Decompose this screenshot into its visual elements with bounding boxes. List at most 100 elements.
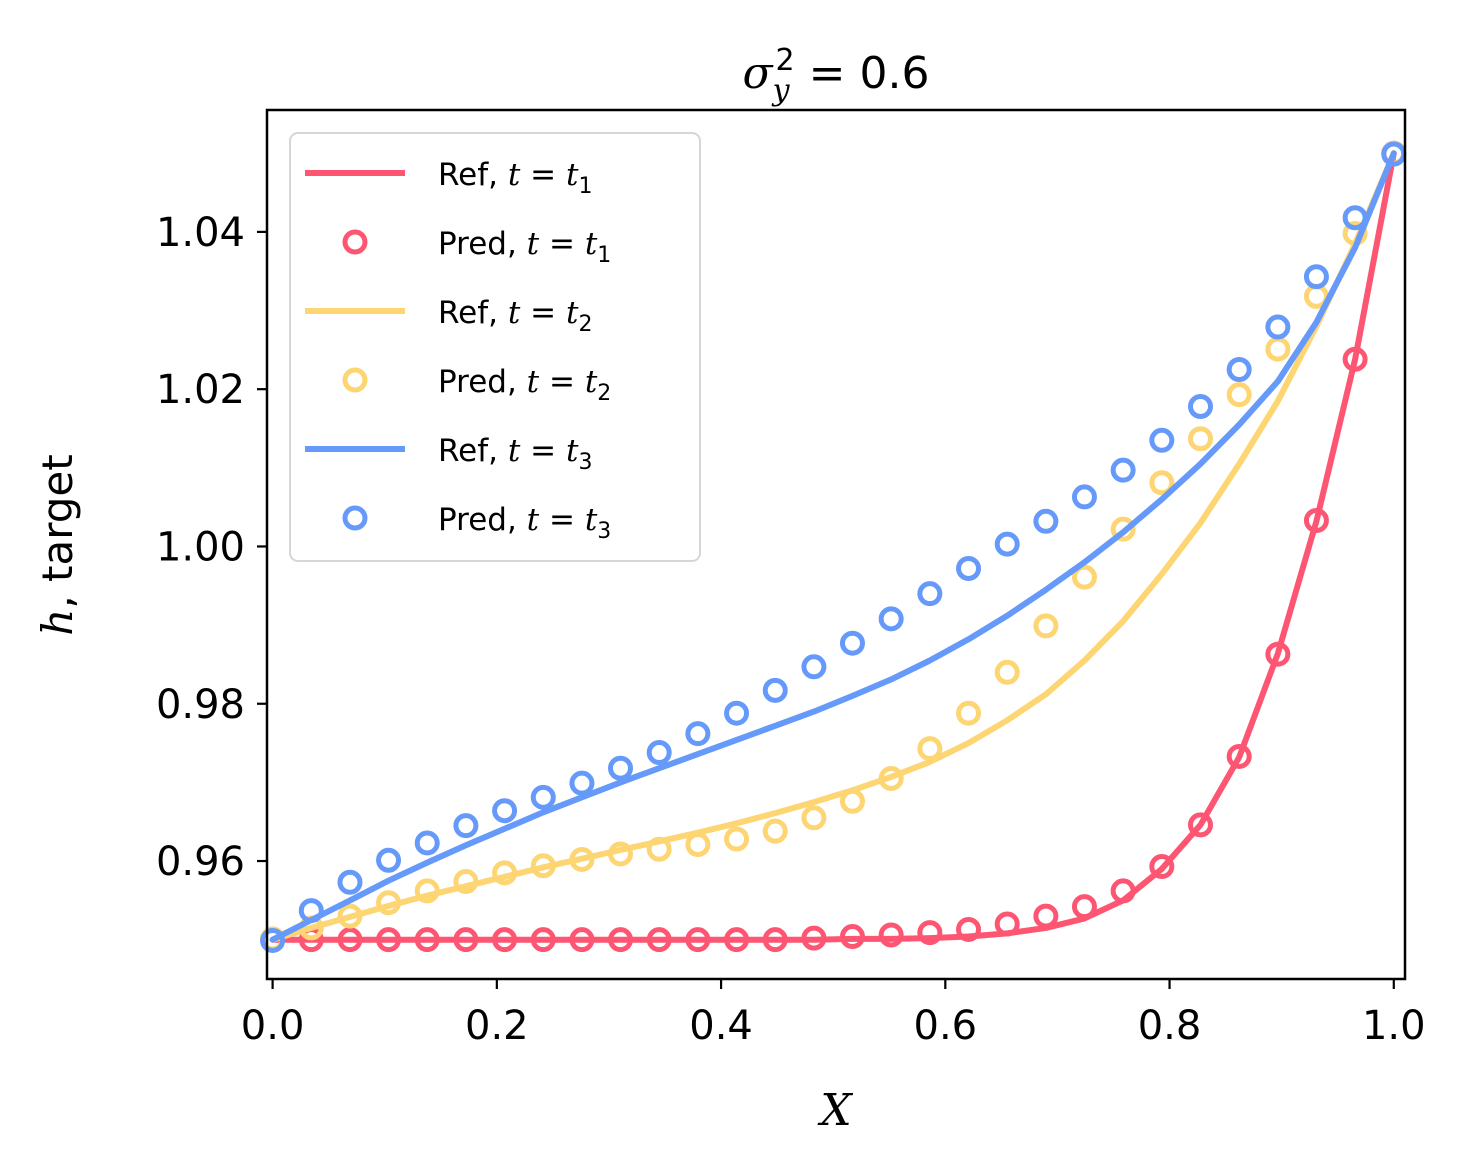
legend-label-t2: t	[585, 364, 598, 400]
series-ref-t1	[269, 150, 1397, 943]
data-point	[1226, 357, 1252, 383]
legend-label: Ref, t = t2	[438, 295, 592, 337]
data-point	[376, 847, 402, 873]
legend-label-eq: =	[520, 157, 566, 193]
legend-marker-swatch	[342, 229, 368, 255]
legend-label-eq: =	[539, 364, 585, 400]
x-tick-label: 0.4	[689, 1003, 753, 1049]
data-point	[724, 700, 750, 726]
data-point	[801, 654, 827, 680]
data-point	[337, 903, 363, 929]
data-point	[1342, 205, 1368, 231]
y-tick-label: 1.04	[156, 210, 245, 256]
data-point	[1226, 743, 1252, 769]
data-point	[337, 869, 363, 895]
data-point	[917, 920, 943, 946]
data-point	[1187, 812, 1213, 838]
data-point	[1265, 336, 1291, 362]
legend-label: Pred, t = t2	[438, 364, 611, 406]
data-point	[608, 841, 634, 867]
data-point	[376, 890, 402, 916]
data-point	[994, 659, 1020, 685]
data-point	[724, 927, 750, 953]
data-point	[530, 853, 556, 879]
data-point	[569, 770, 595, 796]
legend-label-t: t	[527, 364, 540, 400]
data-point	[646, 927, 672, 953]
data-point	[956, 916, 982, 942]
data-point	[376, 927, 402, 953]
axes-frame	[265, 108, 1407, 981]
series-line	[269, 150, 1397, 943]
title-sub: y	[771, 73, 791, 108]
data-point	[1265, 641, 1291, 667]
data-point	[260, 927, 286, 953]
axis-ticks: 0.0 0.2 0.4 0.6 0.8 1.0 0.96 0.98 1.00 1.02 1.04	[156, 210, 1426, 1049]
legend-label-prefix: Ref,	[438, 157, 508, 193]
data-point	[1303, 264, 1329, 290]
legend-label-t2: t	[566, 295, 579, 331]
legend-entry: Ref, t = t1	[305, 157, 592, 199]
data-point	[1110, 457, 1136, 483]
x-tick-label: 0.8	[1138, 1003, 1202, 1049]
legend-label-prefix: Pred,	[438, 364, 527, 400]
y-axis-label-rest: , target	[33, 454, 82, 608]
data-point	[453, 927, 479, 953]
legend-entry: Ref, t = t3	[305, 433, 592, 475]
data-point	[646, 836, 672, 862]
data-point	[685, 927, 711, 953]
y-tick-label: 0.98	[156, 682, 245, 728]
data-point	[801, 925, 827, 951]
y-tick-label: 1.00	[156, 524, 245, 570]
data-point	[453, 813, 479, 839]
legend-label-sub: 3	[578, 450, 592, 475]
data-point	[839, 630, 865, 656]
legend-label-t: t	[508, 157, 521, 193]
data-point	[956, 555, 982, 581]
data-point	[1265, 314, 1291, 340]
data-point	[917, 736, 943, 762]
x-tick-label: 0.0	[241, 1003, 305, 1049]
data-point	[646, 740, 672, 766]
x-tick-label: 1.0	[1362, 1003, 1426, 1049]
legend-label: Ref, t = t3	[438, 433, 592, 475]
legend-label-t2: t	[566, 157, 579, 193]
legend-label-prefix: Pred,	[438, 502, 527, 538]
data-point	[1033, 508, 1059, 534]
data-point	[994, 531, 1020, 557]
data-point	[1149, 470, 1175, 496]
legend-label-sub: 2	[597, 381, 611, 406]
data-point	[492, 798, 518, 824]
data-point	[492, 860, 518, 886]
legend-label-t: t	[527, 226, 540, 262]
legend-label-t: t	[508, 433, 521, 469]
data-point	[685, 721, 711, 747]
chart-title: σy2 = 0.6	[743, 43, 930, 108]
legend-label-prefix: Pred,	[438, 226, 527, 262]
legend-label: Pred, t = t1	[438, 226, 611, 268]
data-point	[1110, 516, 1136, 542]
legend-label-t2: t	[585, 226, 598, 262]
data-point	[1110, 878, 1136, 904]
data-point	[1071, 564, 1097, 590]
data-point	[414, 878, 440, 904]
data-point	[414, 927, 440, 953]
y-axis-label-italic: h	[33, 609, 82, 636]
data-point	[337, 927, 363, 953]
legend-label-eq: =	[539, 226, 585, 262]
data-point	[956, 700, 982, 726]
legend-label-eq: =	[539, 502, 585, 538]
data-point	[569, 927, 595, 953]
y-tick-label: 0.96	[156, 839, 245, 885]
y-axis-label: h, target	[33, 454, 82, 635]
legend-label-eq: =	[520, 295, 566, 331]
data-point	[1226, 382, 1252, 408]
data-point	[414, 830, 440, 856]
title-rest: = 0.6	[795, 48, 930, 99]
legend-marker-swatch	[342, 505, 368, 531]
legend-label-sub: 1	[578, 174, 592, 199]
legend-marker-swatch	[342, 367, 368, 393]
x-tick-label: 0.6	[914, 1003, 978, 1049]
